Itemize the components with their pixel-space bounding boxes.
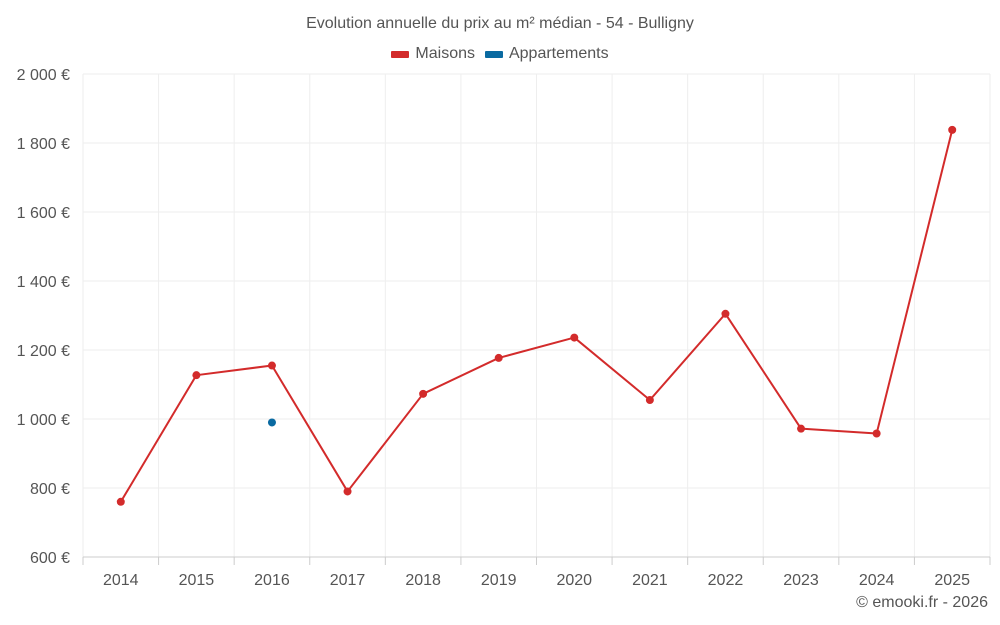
x-tick-label: 2015 xyxy=(179,572,215,589)
copyright-credit: © emooki.fr - 2026 xyxy=(856,594,988,611)
x-tick-label: 2025 xyxy=(934,572,970,589)
y-tick-label: 1 800 € xyxy=(17,136,70,153)
y-tick-label: 1 400 € xyxy=(17,274,70,291)
y-tick-label: 1 200 € xyxy=(17,343,70,360)
x-tick-label: 2017 xyxy=(330,572,366,589)
x-tick-label: 2016 xyxy=(254,572,290,589)
legend-swatch-maisons xyxy=(391,50,410,58)
legend-label-maisons: Maisons xyxy=(415,45,475,62)
data-point-maisons xyxy=(419,389,428,398)
data-point-maisons xyxy=(267,361,276,370)
data-point-maisons xyxy=(570,333,579,342)
x-tick-label: 2022 xyxy=(708,572,744,589)
data-point-maisons xyxy=(116,497,125,506)
data-point-maisons xyxy=(721,309,730,318)
y-tick-label: 2 000 € xyxy=(17,67,70,84)
y-tick-label: 1 600 € xyxy=(17,205,70,222)
x-tick-label: 2023 xyxy=(783,572,819,589)
x-tick-label: 2014 xyxy=(103,572,139,589)
legend-swatch-appartements xyxy=(484,50,503,58)
legend-item-appartements[interactable]: Appartements xyxy=(484,45,609,63)
data-point-maisons xyxy=(797,424,806,433)
y-tick-label: 800 € xyxy=(30,481,70,498)
series-line-maisons xyxy=(119,129,954,503)
data-point-maisons xyxy=(948,125,957,134)
data-point-maisons xyxy=(192,371,201,380)
x-tick-label: 2021 xyxy=(632,572,668,589)
legend-label-appartements: Appartements xyxy=(508,45,609,62)
data-point-maisons xyxy=(494,353,503,362)
x-tick-label: 2024 xyxy=(859,572,895,589)
x-tick-label: 2018 xyxy=(405,572,441,589)
data-point-maisons xyxy=(343,487,352,496)
chart-legend: Maisons Appartements xyxy=(0,45,1000,63)
data-point-maisons xyxy=(645,396,654,405)
legend-item-maisons[interactable]: Maisons xyxy=(391,45,475,63)
x-tick-label: 2020 xyxy=(556,572,592,589)
data-point-appartements xyxy=(267,418,276,427)
y-tick-label: 1 000 € xyxy=(17,412,70,429)
x-tick-label: 2019 xyxy=(481,572,517,589)
chart-title: Evolution annuelle du prix au m² médian … xyxy=(306,15,694,32)
data-point-maisons xyxy=(872,429,881,438)
y-tick-label: 600 € xyxy=(30,550,70,567)
